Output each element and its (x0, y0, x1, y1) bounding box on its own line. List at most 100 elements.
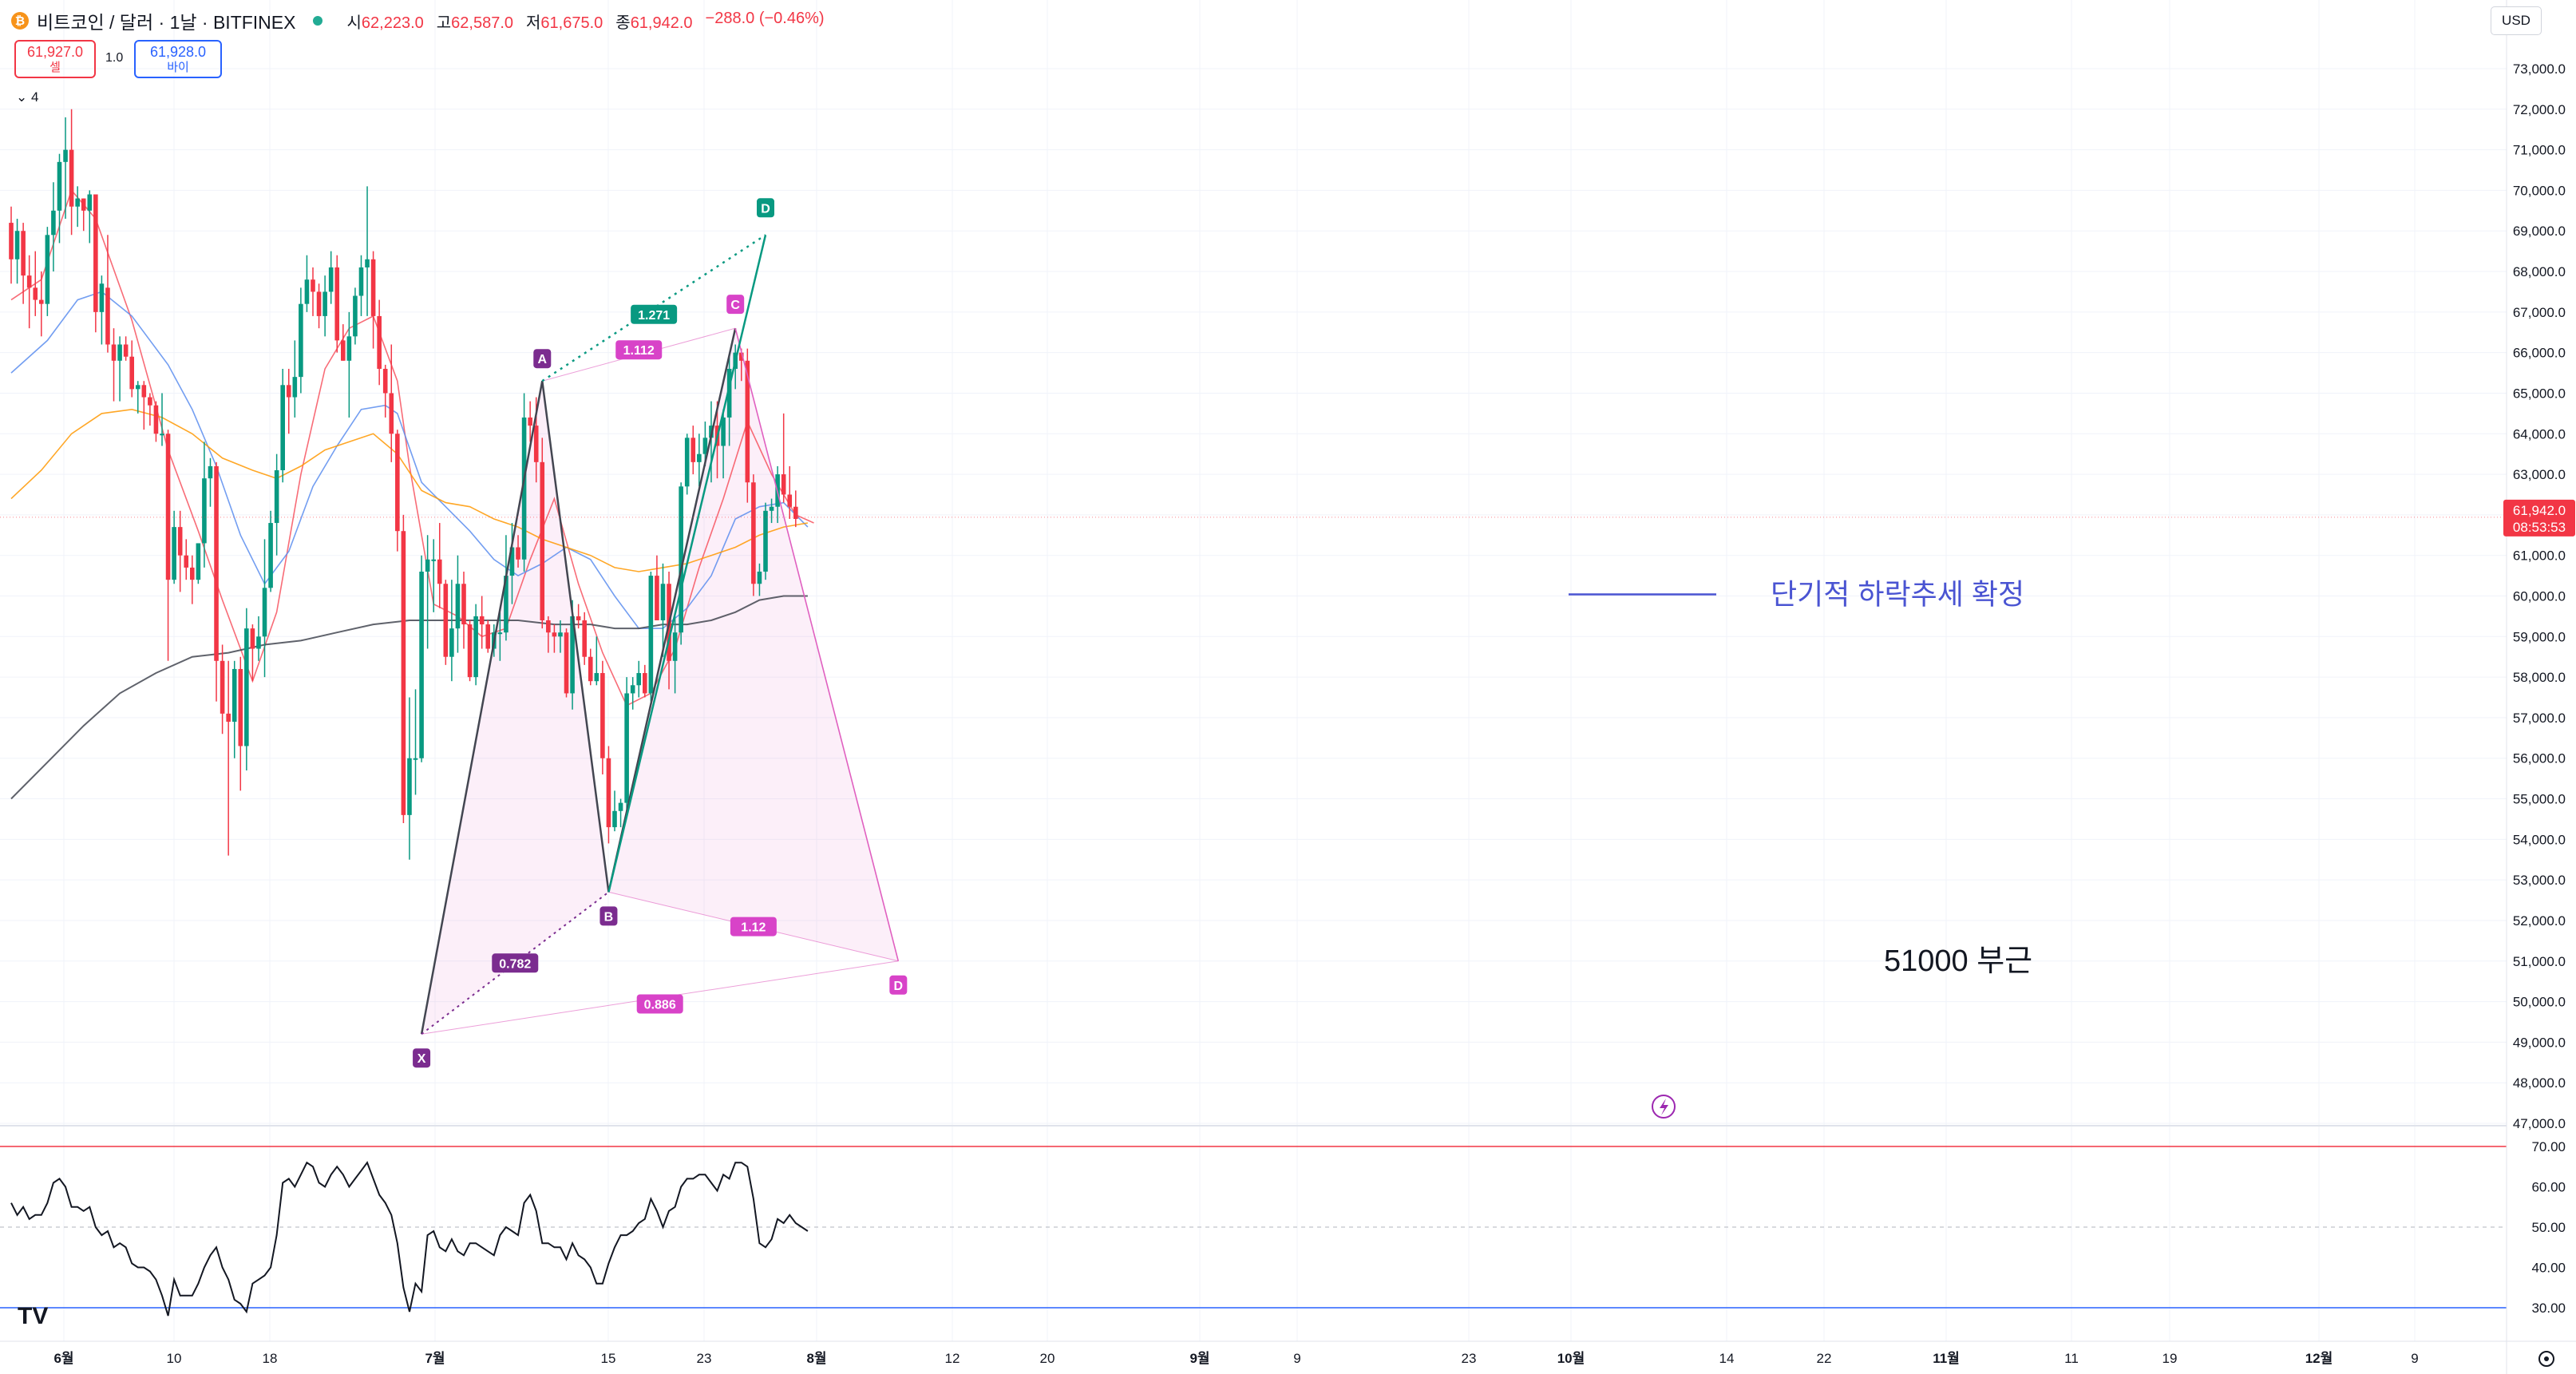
time-tick-label: 15 (601, 1351, 616, 1366)
candle (467, 620, 473, 682)
candle-body (280, 385, 285, 470)
harmonic-pattern[interactable]: X A B C D D 0.782 1.112 1.12 0.886 1.271 (413, 198, 908, 1068)
candle-body (165, 434, 171, 580)
candle-body (63, 149, 68, 162)
time-tick-label: 23 (697, 1351, 712, 1366)
low-value: 61,675.0 (540, 14, 603, 32)
candle (9, 206, 14, 284)
candle-body (268, 523, 273, 588)
countdown-label: 08:53:53 (2513, 520, 2566, 535)
projection-ratio-label-box (631, 304, 678, 324)
time-tick-label: 10 (167, 1351, 182, 1366)
candle-body (769, 506, 774, 511)
price-tick-label: 66,000.0 (2513, 346, 2566, 361)
candle (129, 340, 134, 398)
candle (304, 255, 310, 312)
buy-button[interactable]: 61,928.0 바이 (134, 40, 222, 78)
candle (111, 328, 117, 402)
candle (280, 368, 285, 483)
candle-body (33, 287, 38, 300)
candle-body (231, 668, 237, 723)
rsi-tick-label: 70.00 (2531, 1139, 2566, 1154)
price-tick-label: 61,000.0 (2513, 548, 2566, 564)
candle (81, 198, 86, 232)
sell-button[interactable]: 61,927.0 셀 (14, 40, 96, 78)
candle-body (594, 673, 599, 682)
candle-body (286, 385, 291, 398)
candle (528, 401, 532, 442)
candle (69, 109, 74, 236)
candle (655, 555, 659, 620)
candle (172, 510, 176, 584)
price-tick-label: 65,000.0 (2513, 386, 2566, 401)
symbol-title[interactable]: 비트코인 / 달러 · 1날 · BITFINEX (37, 12, 296, 33)
candle (334, 255, 340, 353)
candle (341, 324, 346, 361)
candle (57, 153, 62, 244)
current-price-tag: 61,942.0 08:53:53 (2503, 499, 2575, 537)
price-tick-label: 48,000.0 (2513, 1075, 2566, 1091)
candle (14, 218, 20, 284)
price-tick-label: 73,000.0 (2513, 61, 2566, 77)
candle-body (793, 506, 798, 519)
candle (624, 677, 629, 811)
grid-lines (0, 0, 2507, 1341)
candle (358, 255, 364, 316)
candle-body (479, 616, 485, 625)
price-axis[interactable]: 73,000.0 72,000.0 71,000.0 70,000.0 69,000.0… (2503, 0, 2576, 1374)
candle-body (177, 527, 183, 556)
point-label-c-text: C (730, 299, 740, 312)
candle-body (630, 685, 635, 694)
symbol-header[interactable]: ₿ 비트코인 / 달러 · 1날 · BITFINEX 시62,223.0 고6… (11, 6, 825, 35)
annotation-target: 51000 부근 (1884, 944, 2032, 978)
candle-body (202, 478, 207, 544)
candle-body (304, 279, 310, 304)
candle-body (582, 620, 587, 657)
rsi-tick-label: 40.00 (2531, 1261, 2566, 1276)
candle (401, 514, 406, 824)
settings-icon[interactable] (2538, 1351, 2554, 1367)
candle (413, 689, 418, 795)
candle (316, 283, 322, 329)
candle-body (160, 434, 164, 436)
ratio-label: 0.782 (492, 953, 539, 973)
price-tick-label: 49,000.0 (2513, 1035, 2566, 1050)
candle (87, 190, 93, 244)
candle (594, 636, 599, 686)
indicator-toggle[interactable]: ⌄ 4 (16, 89, 38, 105)
candle (153, 401, 159, 442)
currency-selector[interactable]: USD (2491, 6, 2542, 35)
candle-body (262, 588, 267, 637)
rsi-tick-label: 50.00 (2531, 1220, 2566, 1235)
candle-body (311, 279, 315, 292)
candle-body (256, 636, 261, 649)
close-label: 종 (615, 14, 631, 32)
candle-body (69, 149, 74, 207)
candle-body (684, 438, 690, 487)
time-tick-label: 14 (1719, 1351, 1735, 1366)
candle (322, 275, 327, 337)
point-label-x: X (413, 1048, 431, 1068)
sell-price: 61,927.0 (26, 44, 84, 60)
candle-body (612, 810, 617, 828)
time-axis[interactable]: 6월 10 18 7월 15 23 8월 12 20 9월 9 23 10월 14 22 11월 11 19 12월… (0, 1340, 2576, 1367)
rsi-panel: TV (0, 1125, 2507, 1329)
candle (697, 434, 702, 487)
candle (45, 227, 50, 316)
candle (485, 620, 491, 653)
candle-body (358, 267, 364, 296)
candle-body (751, 482, 756, 584)
close-value: 61,942.0 (630, 14, 693, 32)
candle (382, 364, 388, 418)
ratio-label-box (730, 917, 777, 936)
candle (721, 409, 726, 479)
price-tick-label: 60,000.0 (2513, 589, 2566, 604)
candle-body (533, 426, 539, 462)
candle (177, 510, 183, 592)
time-tick-label: 6월 (53, 1351, 73, 1366)
candle-body (214, 465, 219, 661)
candle (787, 465, 793, 519)
candle-body (618, 802, 623, 811)
high-label: 고 (436, 14, 452, 32)
